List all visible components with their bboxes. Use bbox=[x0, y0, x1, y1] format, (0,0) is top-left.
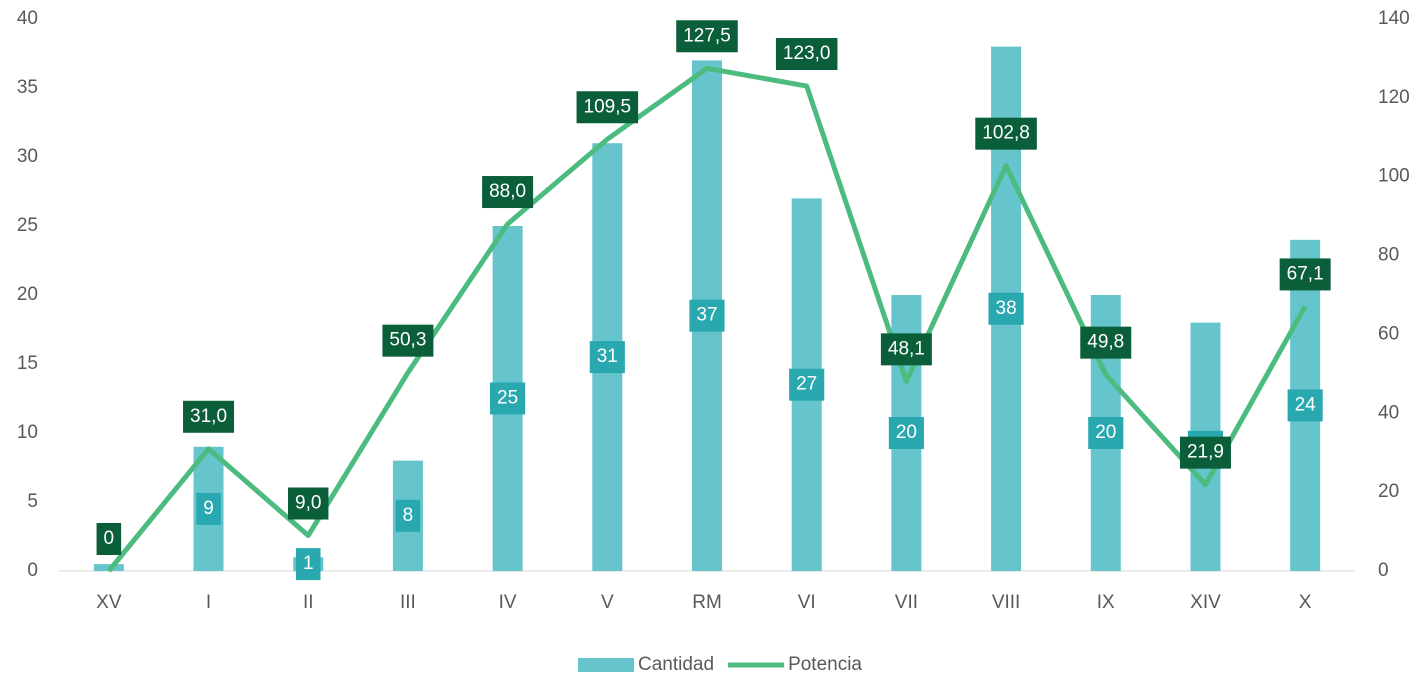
data-label-box bbox=[789, 368, 825, 401]
data-label: 123,0 bbox=[783, 43, 831, 64]
x-tick-label: IV bbox=[499, 592, 517, 613]
data-label: 9 bbox=[203, 498, 214, 519]
y-tick-label: 30 bbox=[17, 146, 38, 167]
data-label-box bbox=[775, 38, 838, 71]
x-tick-label: I bbox=[206, 592, 211, 613]
data-label: 50,3 bbox=[389, 330, 426, 351]
y2-tick-label: 40 bbox=[1378, 402, 1399, 423]
data-label: 21,9 bbox=[1187, 442, 1224, 463]
data-label: 31 bbox=[597, 346, 618, 367]
line bbox=[106, 65, 1308, 573]
data-label-box bbox=[676, 20, 738, 53]
y2-tick-label: 0 bbox=[1378, 560, 1389, 581]
x-tick-label: II bbox=[303, 592, 314, 613]
y-tick-label: 10 bbox=[17, 422, 38, 443]
data-label: 102,8 bbox=[982, 123, 1030, 144]
data-label: 49,8 bbox=[1087, 332, 1124, 353]
data-label: 24 bbox=[1295, 394, 1317, 415]
data-label-box bbox=[395, 499, 421, 532]
x-tick-label: X bbox=[1299, 592, 1312, 613]
data-label-box bbox=[589, 341, 625, 374]
data-label-box bbox=[295, 548, 321, 581]
y-tick-label: 20 bbox=[17, 284, 38, 305]
x-tick-label: XIV bbox=[1190, 592, 1221, 613]
data-label: 67,1 bbox=[1287, 263, 1324, 284]
data-label-box bbox=[490, 382, 526, 415]
data-label-box bbox=[482, 176, 534, 209]
data-label-box bbox=[288, 487, 329, 520]
data-label-box bbox=[1080, 326, 1132, 359]
data-label-box bbox=[196, 492, 221, 525]
x-tick-label: VII bbox=[895, 592, 918, 613]
data-label-box bbox=[975, 117, 1037, 150]
data-label: 0 bbox=[104, 528, 115, 549]
data-label: 8 bbox=[403, 505, 414, 526]
data-label: 127,5 bbox=[683, 25, 731, 46]
data-label: 37 bbox=[696, 305, 717, 326]
y2-tick-label: 140 bbox=[1378, 8, 1410, 29]
data-label-box bbox=[1287, 389, 1323, 422]
data-label-box bbox=[880, 333, 932, 366]
data-label: 109,5 bbox=[584, 96, 632, 117]
x-tick-label: XV bbox=[96, 592, 122, 613]
x-tick-label: VI bbox=[798, 592, 816, 613]
x-tick-label: RM bbox=[692, 592, 722, 613]
data-label-box bbox=[1279, 258, 1331, 291]
y2-tick-label: 20 bbox=[1378, 481, 1399, 502]
data-label: 20 bbox=[1095, 422, 1116, 443]
legend-label: Potencia bbox=[788, 654, 862, 675]
y-tick-label: 5 bbox=[27, 491, 38, 512]
x-tick-label: III bbox=[400, 592, 416, 613]
data-label-box bbox=[888, 417, 924, 449]
data-label-box bbox=[183, 400, 235, 433]
data-label: 9,0 bbox=[295, 493, 321, 514]
y-tick-label: 25 bbox=[17, 215, 38, 236]
y-tick-label: 40 bbox=[17, 8, 38, 29]
data-label: 25 bbox=[497, 388, 518, 409]
data-label-box bbox=[576, 91, 639, 124]
data-label-box bbox=[1088, 417, 1124, 449]
data-label: 48,1 bbox=[888, 338, 925, 359]
x-tick-label: IX bbox=[1097, 592, 1115, 613]
data-label-box bbox=[96, 523, 122, 555]
data-label-box bbox=[382, 324, 434, 357]
data-label: 1 bbox=[303, 553, 314, 574]
data-label-box bbox=[1179, 436, 1231, 469]
legend-label: Cantidad bbox=[638, 654, 714, 675]
data-label: 27 bbox=[796, 374, 817, 395]
y2-tick-label: 100 bbox=[1378, 166, 1410, 187]
y2-tick-label: 80 bbox=[1378, 245, 1399, 266]
data-label: 31,0 bbox=[190, 406, 227, 427]
data-label: 38 bbox=[996, 298, 1017, 319]
y-tick-label: 35 bbox=[17, 77, 38, 98]
data-label-box bbox=[988, 292, 1024, 325]
legend-swatch bbox=[578, 658, 634, 672]
data-label: 20 bbox=[896, 422, 917, 443]
y2-tick-label: 120 bbox=[1378, 87, 1410, 108]
data-label-box bbox=[689, 299, 725, 332]
data-label: 88,0 bbox=[489, 181, 526, 202]
y2-tick-label: 60 bbox=[1378, 323, 1399, 344]
y-tick-label: 15 bbox=[17, 353, 38, 374]
y-tick-label: 0 bbox=[27, 560, 38, 581]
x-tick-label: V bbox=[601, 592, 614, 613]
x-tick-label: VIII bbox=[992, 592, 1021, 613]
